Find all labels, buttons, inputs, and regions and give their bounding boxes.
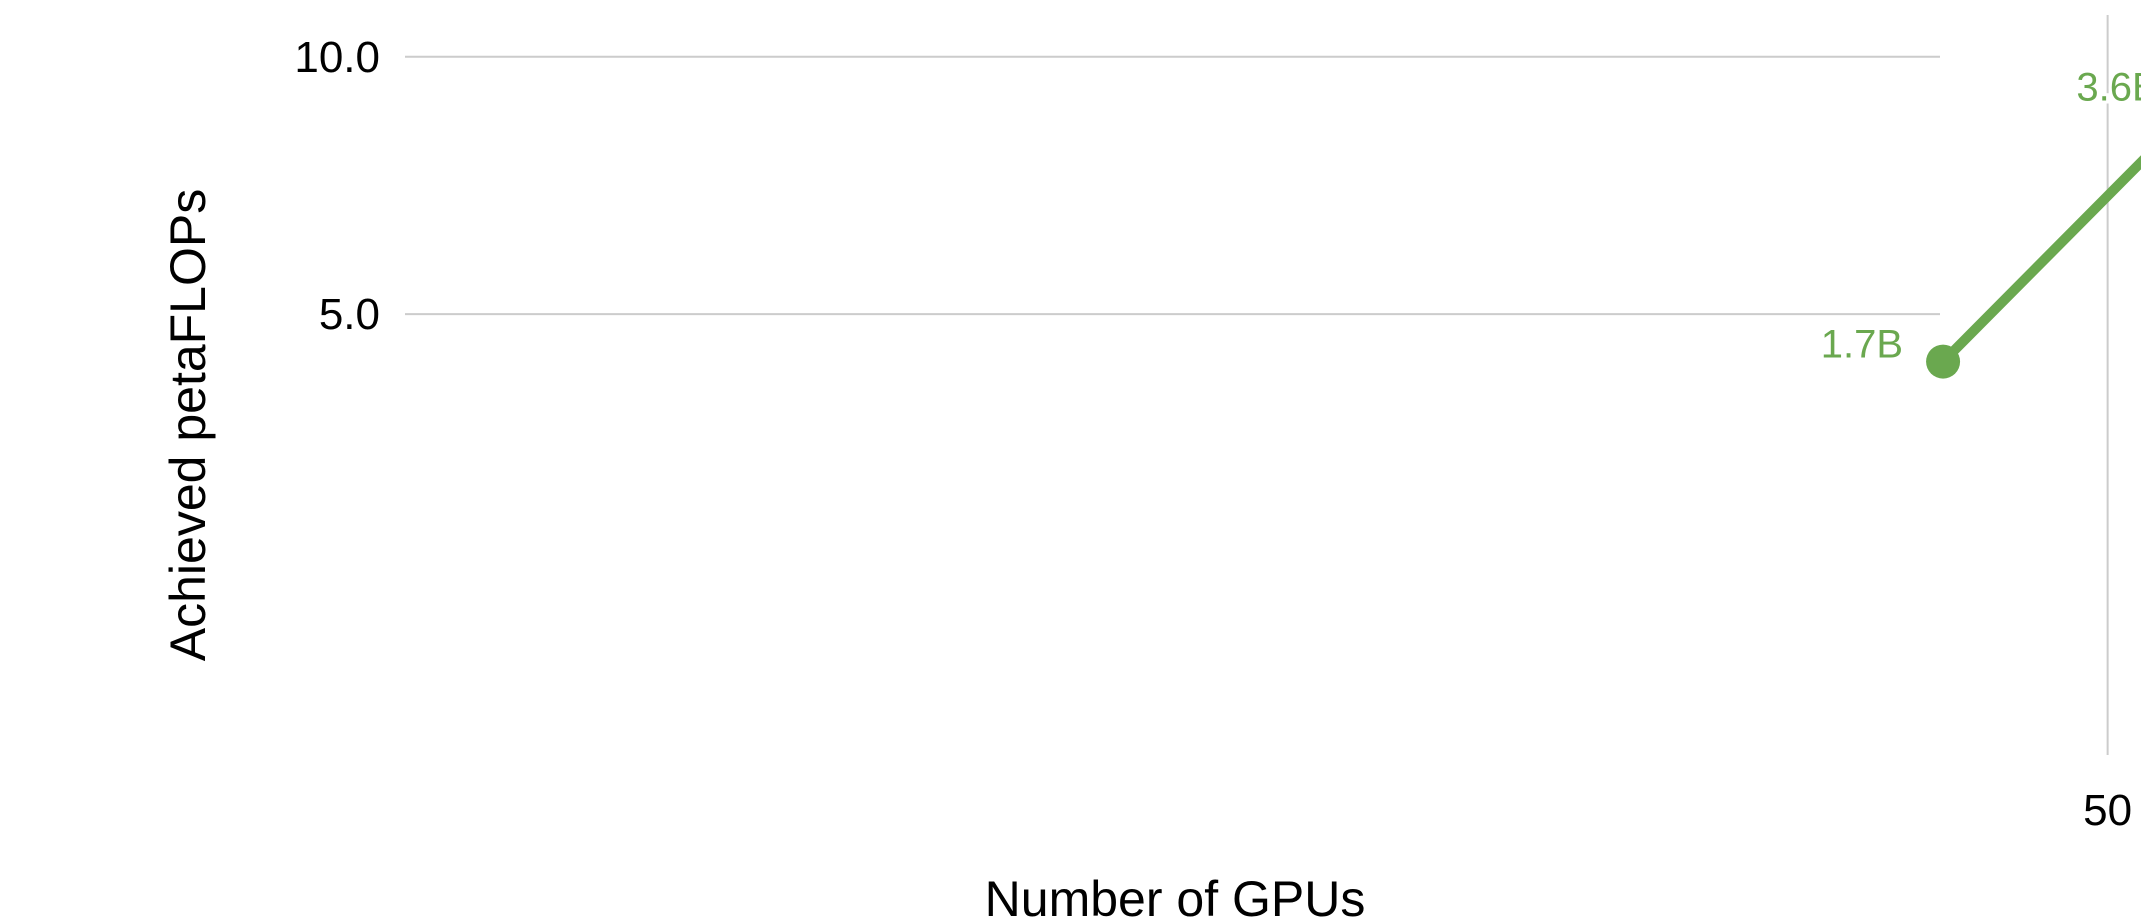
y-tick-label: 10.0: [294, 33, 380, 82]
data-labels: 1.7B3.6B7.5B18B39B76B145B310B530B1T: [1818, 62, 2141, 369]
x-axis-ticks: 5010050010005000: [2083, 786, 2132, 835]
y-tick-label: 5.0: [319, 290, 380, 339]
y-axis-ticks: 5.010.050.0100.0500.01000.0: [294, 33, 380, 339]
x-tick-label: 50: [2083, 786, 2132, 835]
data-points: [1926, 344, 1961, 379]
grid: [405, 15, 2109, 755]
y-axis-title: Achieved petaFLOPs: [160, 189, 216, 662]
x-axis-title: Number of GPUs: [985, 871, 1366, 921]
series-line: [1938, 155, 2141, 367]
data-label: 3.6B: [2076, 65, 2141, 109]
series-line-group: [1938, 155, 2141, 367]
data-point: [1926, 344, 1961, 379]
data-label: 1.7B: [1821, 323, 1903, 367]
